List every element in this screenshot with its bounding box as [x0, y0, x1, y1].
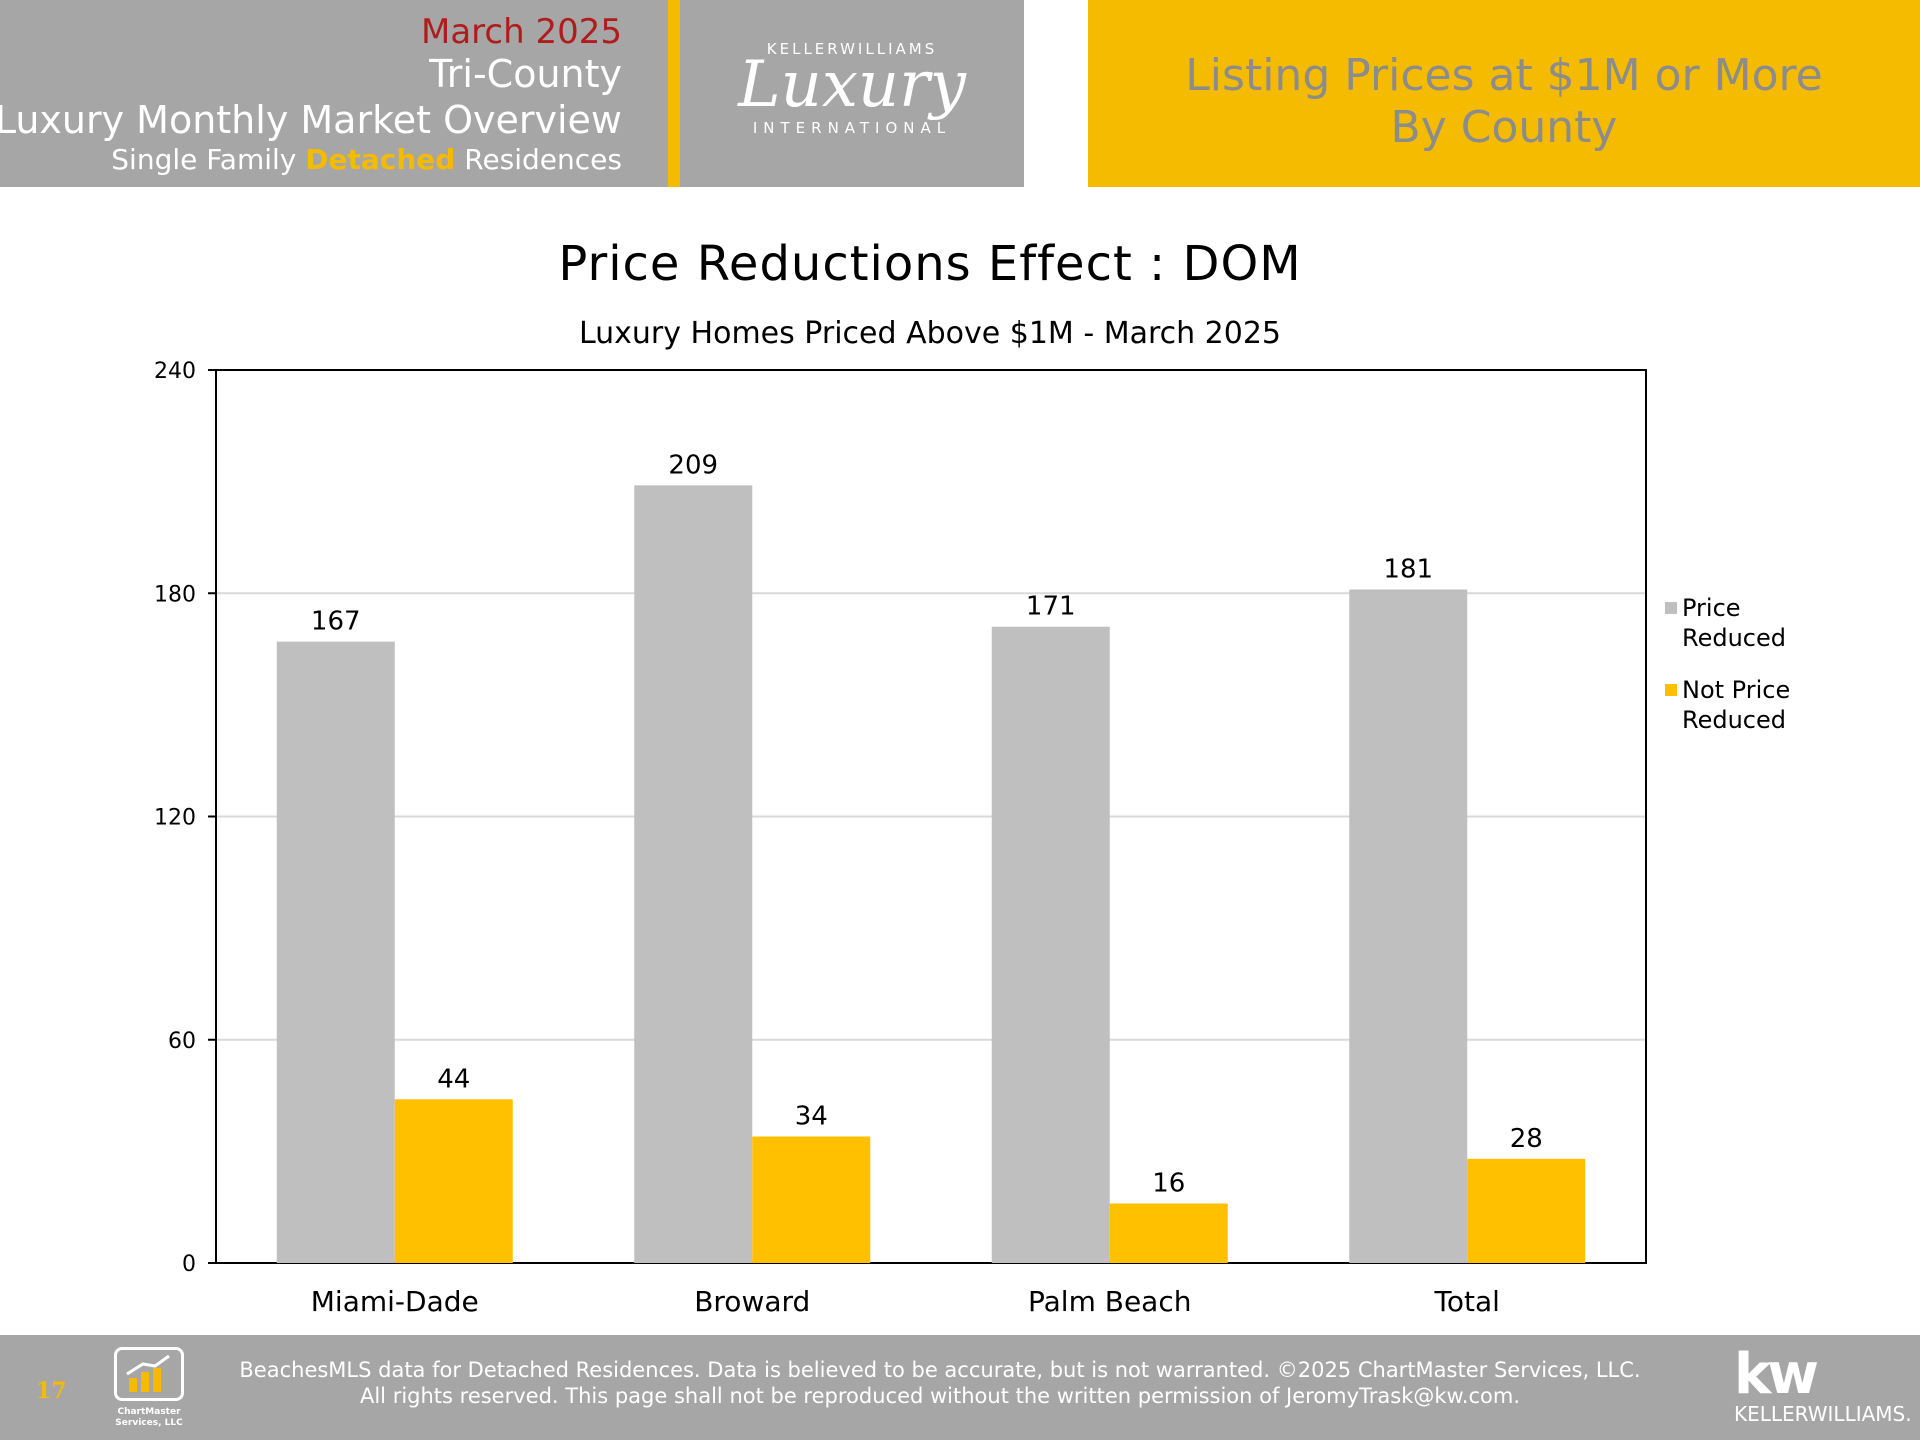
data-label: 181 — [1383, 555, 1433, 585]
chart-subtitle: Luxury Homes Priced Above $1M - March 20… — [578, 316, 1282, 351]
section-title-line1: Listing Prices at $1M or More — [1185, 50, 1823, 101]
header-left-panel — [0, 0, 668, 187]
bar — [752, 1136, 871, 1263]
legend-swatch — [1665, 602, 1677, 614]
x-tick-label: Total — [1434, 1285, 1500, 1318]
chart-title: Price Reductions Effect : DOM — [558, 236, 1302, 292]
segment-suffix: Residences — [455, 143, 622, 176]
legend-label: Reduced — [1682, 706, 1786, 734]
y-tick-label: 0 — [182, 1252, 196, 1277]
data-label: 209 — [668, 450, 718, 480]
section-title-line2: By County — [1390, 102, 1618, 153]
logo-brand-top: KELLERWILLIAMS — [766, 40, 938, 58]
data-label: 16 — [1152, 1168, 1185, 1198]
chartmaster-logo-icon — [114, 1347, 184, 1401]
plot-frame — [215, 369, 1647, 1264]
header-right-panel — [1088, 0, 1920, 187]
segment-highlight: Detached — [305, 143, 456, 176]
legend-label: Price — [1682, 594, 1741, 622]
data-label: 171 — [1026, 592, 1076, 622]
header-accent-stripe — [668, 0, 680, 187]
y-tick-label: 180 — [154, 582, 196, 607]
data-label: 34 — [795, 1101, 828, 1131]
bar — [394, 1099, 513, 1263]
kw-brand-name: KELLERWILLIAMS. — [1734, 1402, 1912, 1426]
segment-prefix: Single Family — [111, 143, 306, 176]
bar — [1467, 1158, 1586, 1263]
x-tick-label: Broward — [694, 1285, 810, 1318]
legend-label: Not Price — [1682, 676, 1790, 704]
bar — [1109, 1203, 1228, 1263]
report-date: March 2025 — [421, 12, 622, 52]
legend-label: Reduced — [1682, 624, 1786, 652]
legend-swatch — [1665, 684, 1677, 696]
page-number: 17 — [36, 1378, 67, 1404]
logo-brand-bottom: INTERNATIONAL — [752, 119, 952, 137]
report-title: Luxury Monthly Market Overview — [0, 98, 622, 142]
bar — [276, 641, 395, 1263]
logo-luxury-script: Luxury — [738, 48, 966, 122]
data-label: 44 — [437, 1064, 470, 1094]
kw-logo: kw — [1734, 1342, 1819, 1407]
footer-bar — [0, 1335, 1920, 1440]
chartmaster-brand: ChartMaster Services, LLC — [115, 1407, 183, 1428]
y-tick-label: 240 — [154, 359, 196, 384]
report-segment: Single Family Detached Residences — [111, 143, 622, 176]
x-tick-label: Miami-Dade — [311, 1285, 479, 1318]
footer-disclaimer-line2: All rights reserved. This page shall not… — [359, 1384, 1521, 1408]
bar — [991, 626, 1110, 1263]
report-region: Tri-County — [429, 52, 622, 96]
data-label: 28 — [1510, 1124, 1543, 1154]
bar — [634, 485, 753, 1263]
header-logo-panel — [680, 0, 1024, 187]
bar — [1349, 589, 1468, 1263]
footer-disclaimer-line1: BeachesMLS data for Detached Residences.… — [239, 1358, 1641, 1382]
x-tick-label: Palm Beach — [1028, 1285, 1191, 1318]
y-tick-label: 60 — [168, 1029, 196, 1054]
bar-chart: 0 60 120 180 240 167 44 Miami-Dade 209 34 Broward 1… — [154, 359, 1790, 1318]
y-tick-label: 120 — [154, 806, 196, 831]
data-label: 167 — [311, 607, 361, 637]
